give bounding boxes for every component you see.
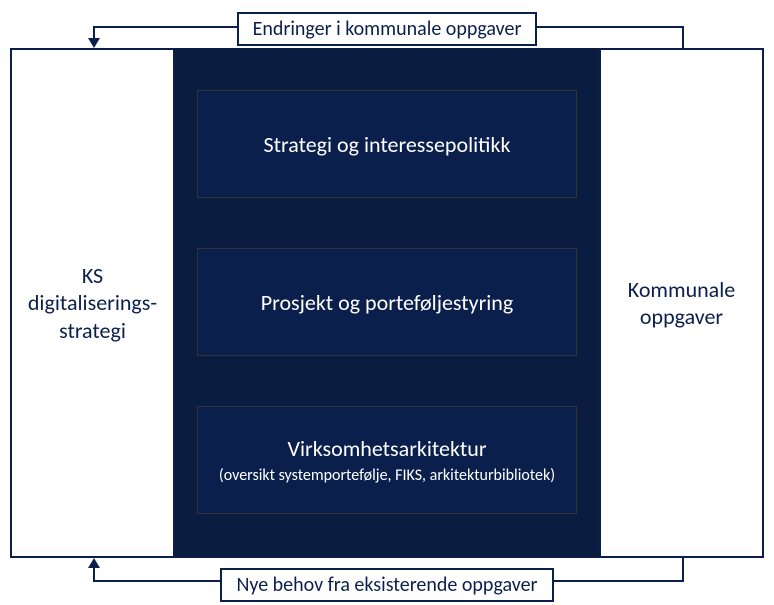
left-box-label: KS digitaliserings-strategi (22, 262, 163, 345)
middle-box-title: Virksomhetsarkitektur (288, 435, 487, 462)
center-panel: Strategi og interessepolitikk Prosjekt o… (175, 48, 599, 558)
bottom-flow-label: Nye behov fra eksisterende oppgaver (0, 568, 774, 602)
middle-box-strategy: Strategi og interessepolitikk (197, 90, 577, 198)
diagram-container: Strategi og interessepolitikk Prosjekt o… (10, 48, 764, 558)
right-box-label: Kommunale oppgaver (611, 276, 752, 331)
arrow-bottom-head (88, 558, 100, 568)
middle-box-title: Strategi og interessepolitikk (264, 131, 511, 158)
top-flow-label: Endringer i kommunale oppgaver (0, 12, 774, 46)
middle-box-portfolio: Prosjekt og porteføljestyring (197, 248, 577, 356)
left-box-ks-strategy: KS digitaliserings-strategi (10, 48, 175, 558)
middle-box-architecture: Virksomhetsarkitektur (oversikt systempo… (197, 406, 577, 514)
middle-box-subtitle: (oversikt systemportefølje, FIKS, arkite… (219, 466, 555, 485)
right-box-municipal-tasks: Kommunale oppgaver (599, 48, 764, 558)
middle-box-title: Prosjekt og porteføljestyring (261, 289, 513, 316)
